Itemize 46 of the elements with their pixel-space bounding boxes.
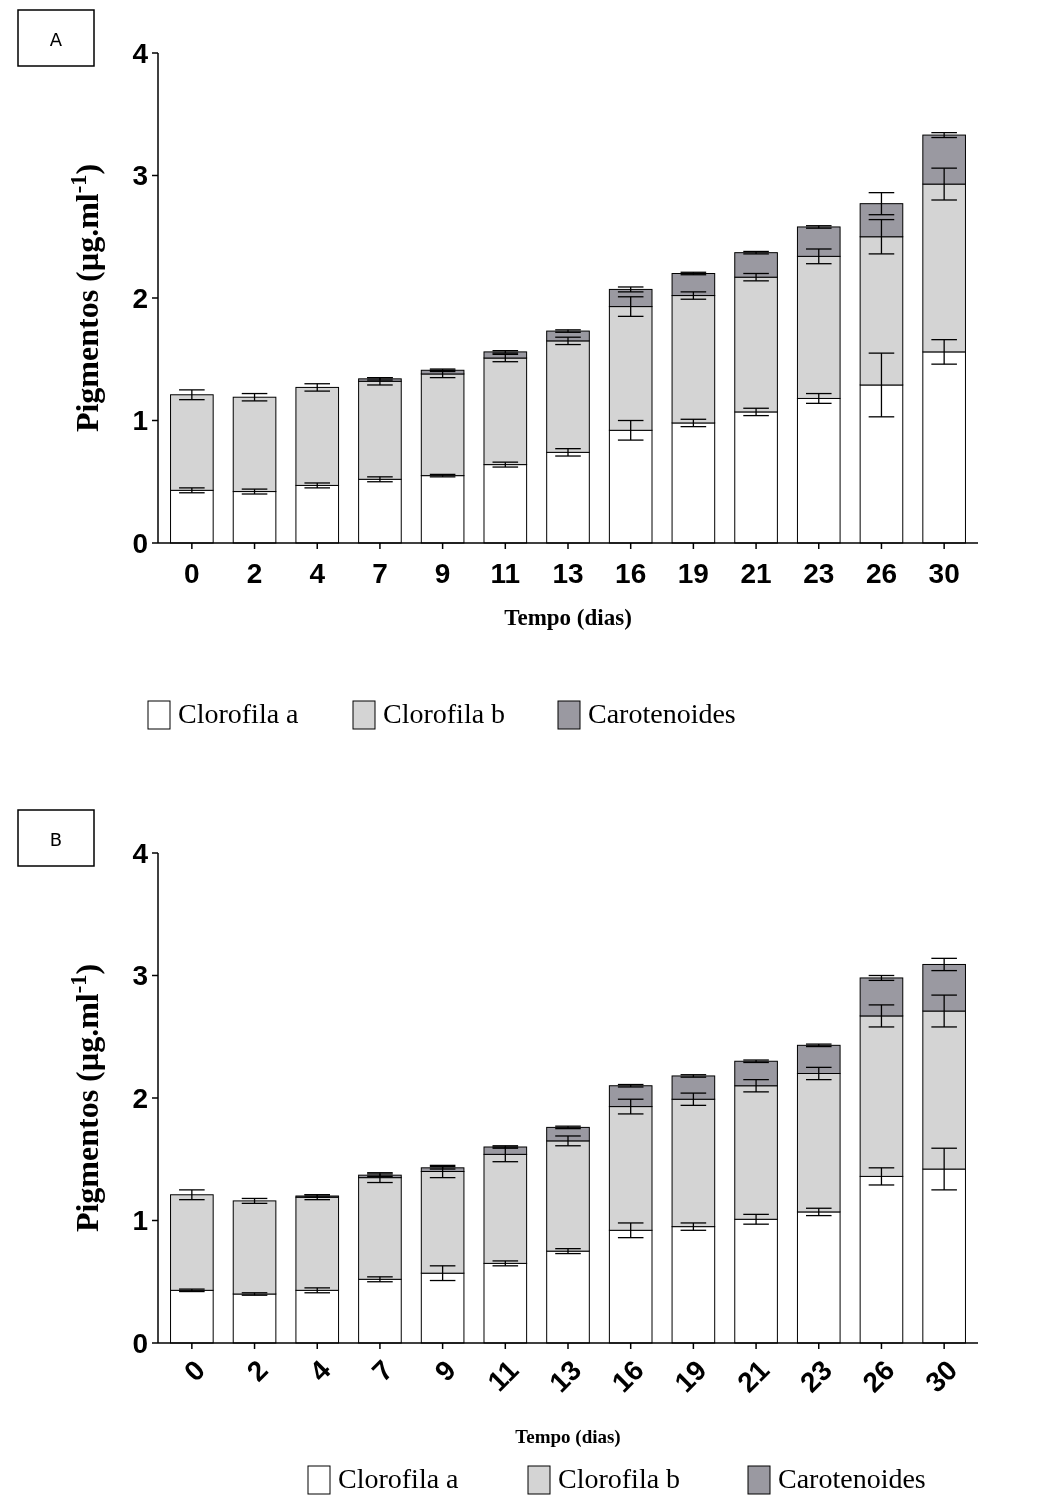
x-tick-label: 9 xyxy=(434,558,451,589)
x-tick-label: 7 xyxy=(366,1354,400,1388)
x-tick-label: 16 xyxy=(615,558,647,589)
legend-label: Carotenoides xyxy=(778,1463,926,1494)
x-tick-label: 21 xyxy=(731,1354,776,1399)
x-tick-label: 26 xyxy=(865,558,898,589)
y-tick-label: 1 xyxy=(132,1205,148,1237)
y-tick-label: 1 xyxy=(132,405,148,437)
x-tick-label: 11 xyxy=(481,1354,525,1398)
legend-label: Clorofila b xyxy=(558,1463,681,1494)
x-tick-label: 0 xyxy=(178,1354,212,1388)
x-tick-label: 30 xyxy=(919,1354,964,1399)
x-tick-label: 4 xyxy=(309,558,326,589)
x-tick-label: 2 xyxy=(240,1354,274,1388)
legend-label: Clorofila a xyxy=(178,698,300,729)
x-tick-label: 19 xyxy=(668,1354,713,1399)
x-tick-label: 2 xyxy=(246,558,263,589)
x-tick-label: 21 xyxy=(740,558,772,589)
y-tick-label: 4 xyxy=(132,37,149,69)
chart-title: A xyxy=(49,29,63,50)
x-tick-label: 26 xyxy=(856,1354,901,1399)
x-tick-label: 19 xyxy=(677,558,709,589)
legend-label: Carotenoides xyxy=(588,698,736,729)
x-tick-label: 0 xyxy=(184,558,200,589)
x-tick-label: 23 xyxy=(793,1354,838,1399)
x-tick-label: 13 xyxy=(543,1354,588,1399)
x-tick-label: 7 xyxy=(372,558,388,589)
y-tick-label: 2 xyxy=(132,1082,148,1114)
y-tick-label: 4 xyxy=(132,837,149,869)
y-tick-label: 0 xyxy=(132,527,148,559)
x-tick-label: 13 xyxy=(552,558,584,589)
y-tick-label: 3 xyxy=(132,960,148,992)
y-tick-label: 2 xyxy=(132,282,148,314)
y-tick-label: 3 xyxy=(132,160,148,192)
legend-label: Clorofila b xyxy=(383,698,506,729)
x-axis-title: Tempo (dias) xyxy=(504,605,632,630)
x-tick-label: 9 xyxy=(428,1354,462,1388)
chart-title: B xyxy=(49,829,63,850)
legend-label: Clorofila a xyxy=(338,1463,460,1494)
x-tick-label: 16 xyxy=(605,1354,650,1399)
x-tick-label: 4 xyxy=(303,1353,337,1388)
x-tick-label: 30 xyxy=(928,558,960,589)
x-tick-label: 23 xyxy=(803,558,835,589)
y-tick-label: 0 xyxy=(132,1327,148,1359)
x-tick-label: 11 xyxy=(490,558,521,589)
x-axis-title: Tempo (dias) xyxy=(515,1426,621,1448)
